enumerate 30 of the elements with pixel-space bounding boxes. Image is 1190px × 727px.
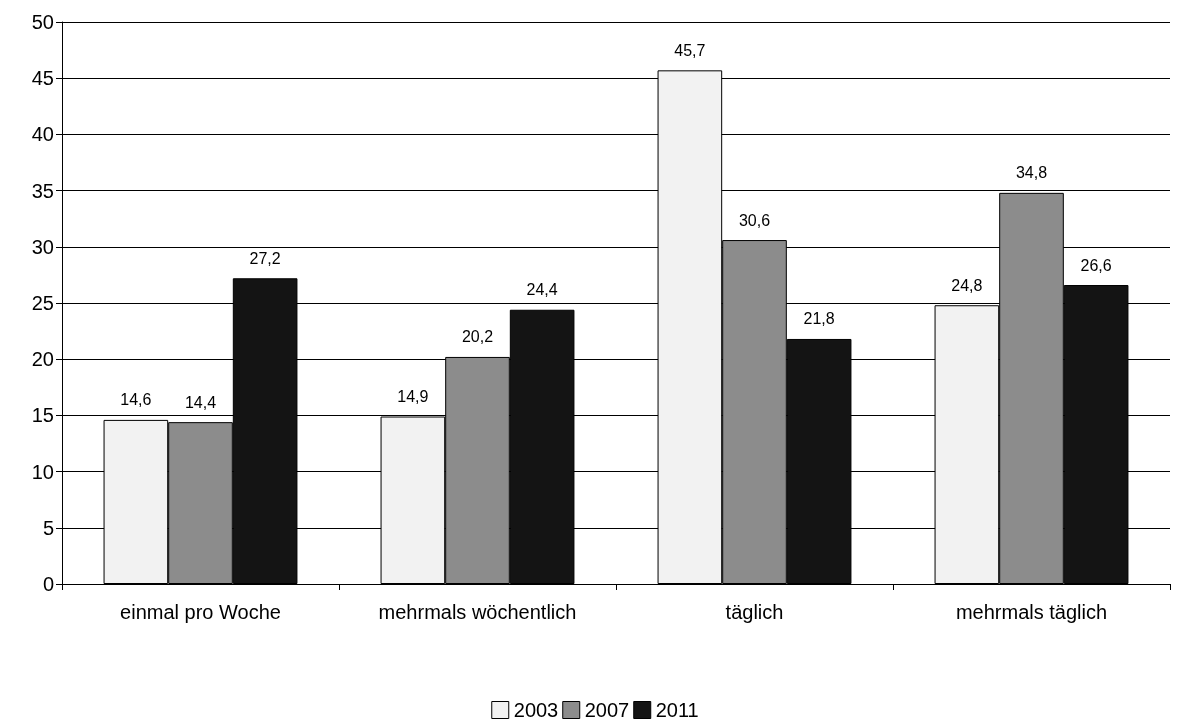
y-tick-label: 10 [31, 460, 54, 483]
data-label: 21,8 [803, 310, 835, 328]
data-label: 26,6 [1080, 256, 1112, 274]
legend-label: 2011 [655, 699, 699, 721]
y-tick-label: 35 [31, 179, 54, 202]
data-label: 14,6 [120, 391, 152, 409]
y-tick-label: 50 [31, 11, 54, 33]
x-tick-label: mehrmals täglich [955, 601, 1108, 623]
legend-label: 2003 [513, 699, 559, 721]
y-tick-label: 45 [31, 67, 54, 90]
data-label: 27,2 [249, 249, 281, 267]
data-label: 24,8 [951, 276, 983, 294]
y-tick-label: 0 [42, 573, 54, 595]
data-label: 20,2 [461, 328, 494, 346]
x-tick-label: mehrmals wöchentlich [378, 601, 577, 623]
data-label: 24,4 [526, 281, 558, 299]
data-label: 34,8 [1015, 164, 1048, 182]
y-tick-label: 5 [42, 516, 54, 539]
data-label: 14,9 [397, 388, 429, 406]
x-tick-label: täglich [725, 601, 784, 623]
data-label: 45,7 [674, 41, 706, 59]
y-tick-label: 30 [31, 235, 54, 258]
legend-label: 2007 [584, 699, 630, 721]
y-tick-label: 25 [31, 292, 54, 314]
data-label: 14,4 [184, 393, 217, 411]
data-label: 30,6 [738, 211, 771, 229]
y-tick-label: 15 [31, 404, 54, 427]
y-tick-label: 20 [31, 348, 54, 371]
y-tick-label: 40 [31, 123, 54, 146]
x-tick-label: einmal pro Woche [120, 601, 281, 623]
